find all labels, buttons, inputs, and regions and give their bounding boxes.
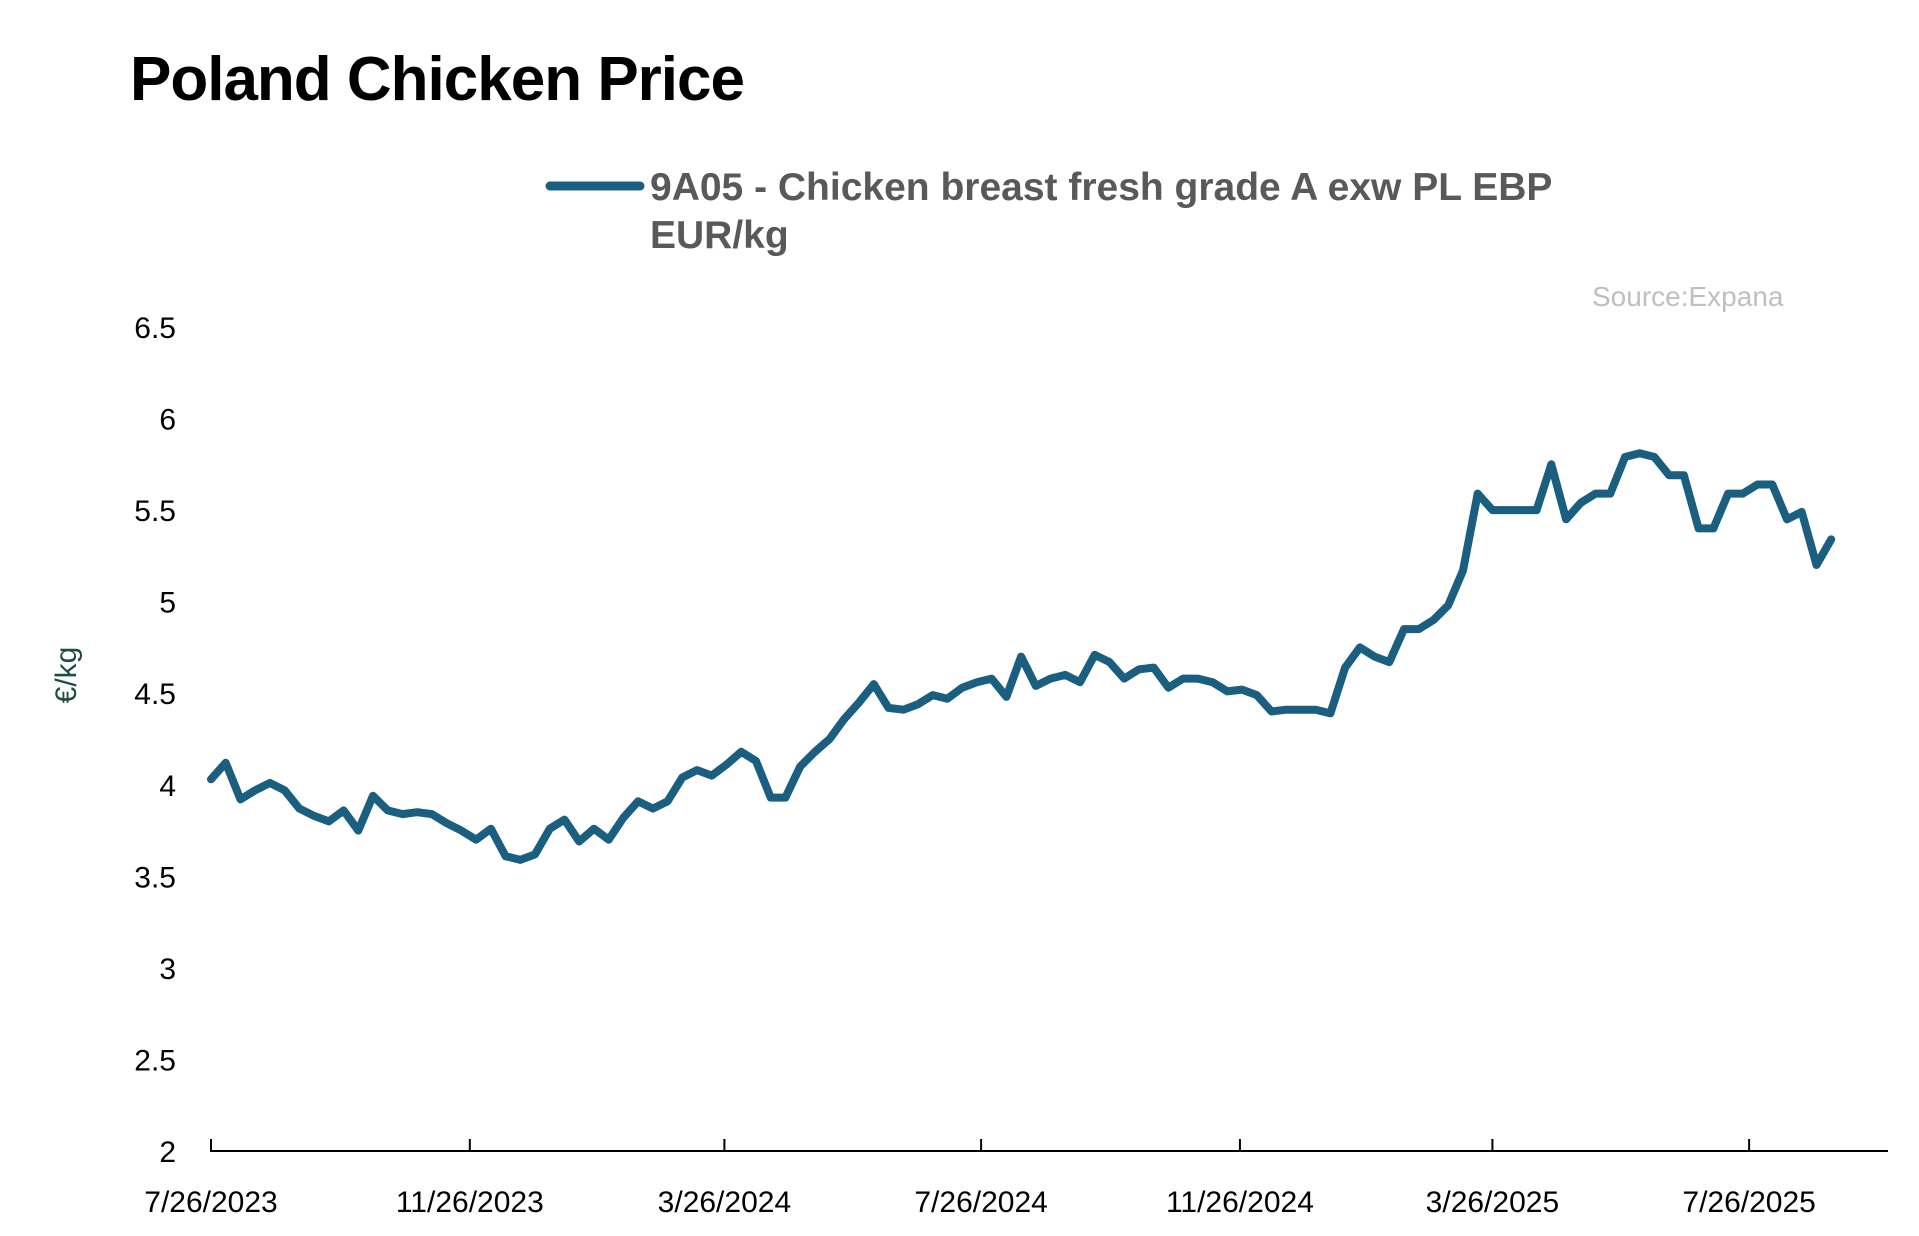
x-tick-label: 7/26/2023 — [144, 1186, 277, 1219]
legend-label-line-1: 9A05 - Chicken breast fresh grade A exw … — [650, 166, 1552, 209]
y-tick-label: 3 — [159, 953, 176, 986]
x-tick-label: 7/26/2024 — [914, 1186, 1047, 1219]
x-tick-label: 7/26/2025 — [1682, 1186, 1815, 1219]
x-tick-label: 11/26/2023 — [396, 1186, 544, 1219]
x-tick-label: 3/26/2025 — [1426, 1186, 1559, 1219]
y-tick-label: 5.5 — [134, 495, 176, 528]
legend: 9A05 - Chicken breast fresh grade A exw … — [545, 166, 1552, 257]
y-tick-label: 5 — [159, 587, 176, 620]
chart-title: Poland Chicken Price — [130, 45, 744, 114]
y-tick-label: 2 — [159, 1136, 176, 1169]
y-tick-label: 4 — [159, 770, 176, 803]
y-axis-label: €/kg — [50, 647, 83, 704]
legend-label-line-2: EUR/kg — [650, 214, 789, 257]
y-axis-tick-labels: 2 2.5 3 3.5 4 4.5 5 5.5 6 6.5 — [134, 312, 176, 1169]
series-line-1 — [207, 449, 1836, 864]
x-tick-label: 11/26/2024 — [1166, 1186, 1314, 1219]
x-axis: 7/26/2023 11/26/2023 3/26/2024 7/26/2024 11/… — [144, 1139, 1888, 1219]
y-tick-label: 2.5 — [134, 1044, 176, 1077]
source-label: Source:Expana — [1592, 281, 1784, 312]
y-tick-label: 6.5 — [134, 312, 176, 345]
y-tick-label: 6 — [159, 404, 176, 437]
y-tick-label: 4.5 — [134, 678, 176, 711]
x-tick-label: 3/26/2024 — [658, 1186, 791, 1219]
series-layer — [207, 449, 1836, 864]
y-tick-label: 3.5 — [134, 861, 176, 894]
